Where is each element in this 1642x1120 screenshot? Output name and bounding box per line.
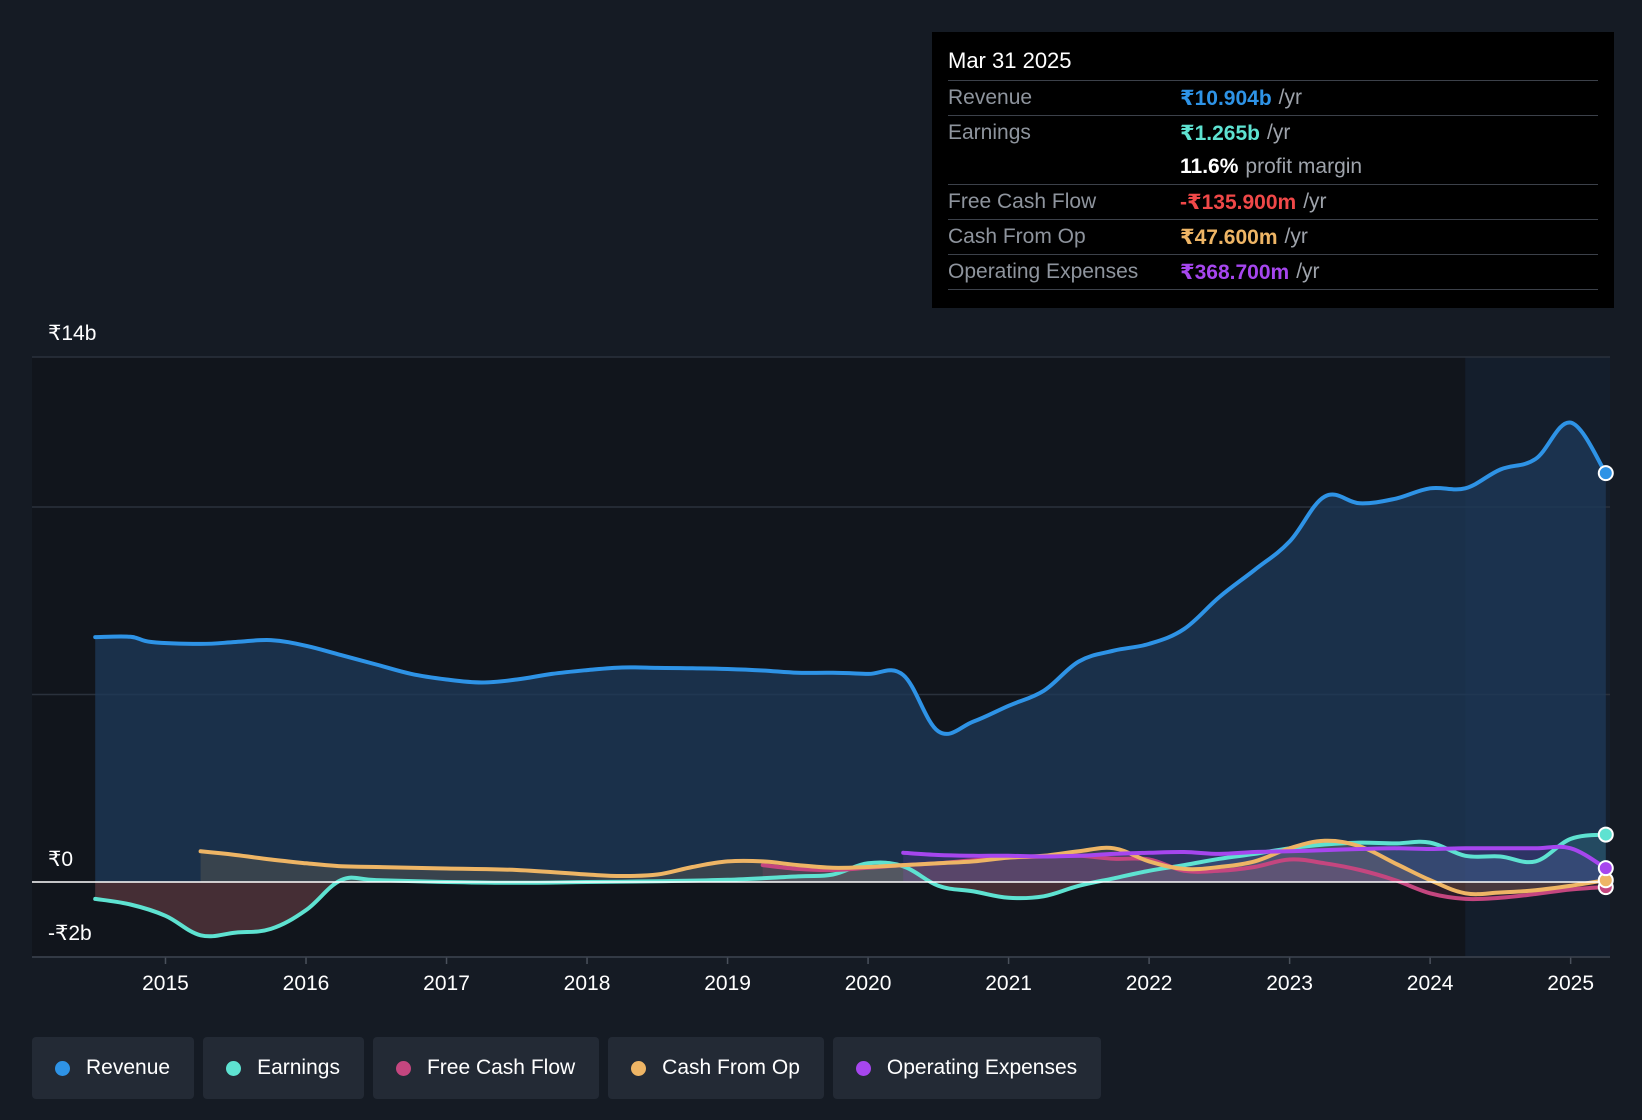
tooltip-suffix: /yr [1303,190,1327,213]
x-tick-label: 2023 [1266,972,1313,995]
tooltip-value: ₹47.600m [1180,225,1278,249]
tooltip-label: Operating Expenses [948,260,1139,283]
series-lines [93,420,1608,939]
tooltip-row-profit-margin: 11.6% profit margin [948,150,1598,184]
tooltip-suffix: /yr [1284,225,1308,248]
legend-dot-icon [226,1060,242,1076]
legend-label: Cash From Op [662,1056,800,1079]
legend-item-revenue[interactable]: Revenue [32,1037,195,1099]
tooltip-row-cash-from-op: Cash From Op ₹47.600m /yr [948,219,1598,254]
tooltip-row-revenue: Revenue ₹10.904b /yr [948,80,1598,115]
legend-label: Free Cash Flow [426,1056,576,1079]
revenue-area [95,422,1606,882]
y-axis-top-label: ₹14b [48,322,96,345]
operating-expenses-line [901,844,1608,871]
x-tick-label: 2017 [423,972,470,995]
y-axis-zero-label: ₹0 [48,848,73,871]
legend-item-cash-from-op[interactable]: Cash From Op [608,1037,824,1099]
tooltip-row-earnings: Earnings ₹1.265b /yr [948,115,1598,150]
tooltip-value: 11.6% [1180,155,1239,178]
x-tick-label: 2019 [704,972,751,995]
tooltip-value: -₹135.900m [1180,190,1297,214]
tooltip-value: ₹10.904b [1180,86,1272,110]
series-endpoints [1597,465,1614,896]
earnings-area [95,834,1606,937]
x-tick-label: 2020 [845,972,892,995]
legend-item-free-cash-flow[interactable]: Free Cash Flow [372,1037,600,1099]
y-axis-bottom-label: -₹2b [48,922,92,945]
tooltip-suffix: /yr [1267,121,1291,144]
legend-label: Operating Expenses [886,1056,1078,1079]
tooltip-suffix: profit margin [1245,155,1363,178]
chart-legend: Revenue Earnings Free Cash Flow Cash Fro… [32,1037,1110,1099]
x-axis: 2015 2016 2017 2018 2019 2020 2021 2022 2023 2024… [32,956,1610,995]
tooltip-date: Mar 31 2025 [948,48,1072,73]
earnings-endpoint [1597,826,1614,843]
legend-dot-icon [55,1060,70,1076]
revenue-line [93,420,1608,736]
earnings-line [93,832,1608,939]
legend-dot-icon [855,1060,871,1076]
legend-item-earnings[interactable]: Earnings [203,1037,364,1099]
legend-item-operating-expenses[interactable]: Operating Expenses [832,1037,1102,1099]
x-tick-label: 2021 [985,972,1032,995]
tooltip-value: ₹368.700m [1180,260,1290,284]
legend-label: Earnings [257,1056,340,1079]
x-tick-label: 2018 [564,972,611,995]
tooltip-row-free-cash-flow: Free Cash Flow -₹135.900m /yr [948,184,1598,219]
operating-expenses-endpoint [1597,860,1614,877]
x-tick-label: 2022 [1126,972,1173,995]
tooltip-label: Free Cash Flow [948,190,1097,213]
tooltip-label: Revenue [948,86,1033,109]
x-tick-label: 2016 [283,972,330,995]
tooltip-panel: Mar 31 2025 Revenue ₹10.904b /yr Earning… [932,32,1614,308]
tooltip-row-operating-expenses: Operating Expenses ₹368.700m /yr [948,254,1598,290]
free-cash-flow-area [762,855,1606,900]
legend-dot-icon [395,1060,411,1076]
cash-from-op-line [198,838,1608,897]
x-tick-label: 2015 [142,972,189,995]
revenue-endpoint [1597,465,1614,482]
x-tick-label: 2025 [1547,972,1594,995]
legend-label: Revenue [86,1056,171,1079]
legend-dot-icon [631,1060,647,1076]
tooltip-label: Cash From Op [948,225,1086,248]
tooltip-suffix: /yr [1296,260,1320,283]
tooltip-suffix: /yr [1278,86,1302,109]
tooltip-label: Earnings [948,121,1031,144]
x-tick-label: 2024 [1407,972,1454,995]
operating-expenses-area [903,846,1606,882]
tooltip-value: ₹1.265b [1180,121,1260,145]
